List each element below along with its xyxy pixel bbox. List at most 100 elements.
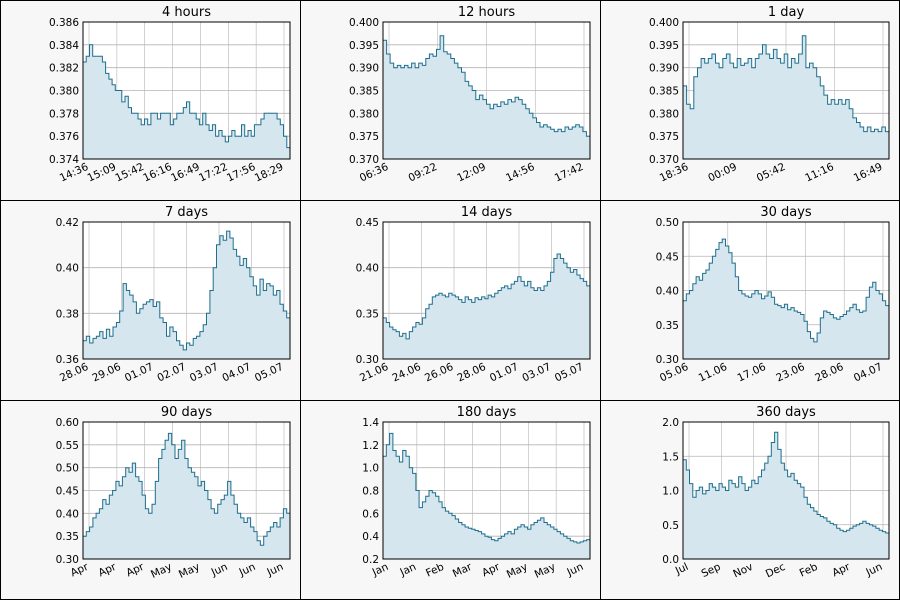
series-area <box>83 433 290 559</box>
x-tick-label: 02.07 <box>155 361 187 385</box>
x-tick-label: Apr <box>97 561 119 580</box>
y-tick-label: 0.30 <box>356 354 379 366</box>
y-tick-label: 0.45 <box>656 251 679 263</box>
y-tick-label: 0.40 <box>356 263 379 275</box>
y-tick-label: 0.385 <box>349 86 379 98</box>
chart-svg: 4 hours 0.386 0.384 0.382 0.380 0.378 0.376 0.3… <box>49 5 291 185</box>
x-tick-label: 04.07 <box>220 361 252 385</box>
series-area <box>383 254 590 359</box>
y-tick-label: 0.380 <box>649 108 679 120</box>
series-line <box>683 431 890 534</box>
x-tick-label: May <box>505 561 530 581</box>
x-tick-label: Feb <box>424 561 446 580</box>
y-tick-label: 0.4 <box>362 531 379 543</box>
chart-title: 1 day <box>768 5 805 20</box>
series-line <box>383 432 591 544</box>
y-tick-label: 0.376 <box>49 131 79 143</box>
x-tick-label: Feb <box>798 561 820 580</box>
x-tick-label: Jun <box>564 561 585 579</box>
y-tick-label: 0.395 <box>349 40 379 52</box>
x-tick-label: 17:42 <box>553 161 586 185</box>
y-tick-label: 1.5 <box>662 451 679 463</box>
y-tick-label: 0.375 <box>349 131 379 143</box>
y-tick-label: 0.5 <box>662 520 679 532</box>
x-tick-label: 18:29 <box>253 161 286 185</box>
series-line <box>83 230 291 351</box>
y-tick-label: 0.6 <box>362 508 379 520</box>
plot-frame <box>82 421 291 560</box>
y-tick-label: 0.380 <box>49 86 79 98</box>
y-tick-label: 1.4 <box>362 417 379 429</box>
x-tick-label: 05:42 <box>755 161 788 185</box>
chart-panel-8: 180 days 1.4 1.2 1.0 0.8 0.6 0.4 0.2 Jan Jan Feb Ma… <box>300 400 601 600</box>
chart-title: 4 hours <box>162 5 211 20</box>
y-tick-label: 0.2 <box>362 554 379 566</box>
series-area <box>683 432 889 559</box>
y-tick-label: 0.40 <box>56 508 79 520</box>
y-tick-label: 1.2 <box>362 440 379 452</box>
y-tick-label: 0.38 <box>56 308 79 320</box>
x-tick-label: Apr <box>830 561 852 580</box>
x-tick-label: 14:56 <box>504 161 537 185</box>
x-tick-label: 05.07 <box>253 361 285 385</box>
x-tick-label: 05.07 <box>553 361 585 385</box>
x-tick-label: 28.06 <box>455 361 488 385</box>
chart-title: 90 days <box>161 405 213 420</box>
y-tick-label: 0.380 <box>349 108 379 120</box>
plot-frame <box>382 21 591 160</box>
x-tick-label: May <box>177 561 202 581</box>
x-tick-label: 11.06 <box>697 361 730 385</box>
x-tick-label: 00:09 <box>706 161 739 185</box>
y-tick-label: 0.370 <box>649 154 679 166</box>
y-tick-label: 0.400 <box>649 17 679 29</box>
chart-title: 7 days <box>165 205 208 220</box>
y-tick-label: 0.40 <box>656 286 679 298</box>
x-tick-label: Nov <box>731 561 755 581</box>
chart-svg: 90 days 0.60 0.55 0.50 0.45 0.40 0.35 0.30 Apr Ap… <box>56 405 291 581</box>
x-tick-label: 03.07 <box>520 361 552 385</box>
x-tick-label: Apr <box>480 561 502 580</box>
y-tick-label: 0.45 <box>56 486 79 498</box>
plot-frame <box>82 221 291 360</box>
series-area <box>683 239 889 359</box>
series-area <box>683 35 889 160</box>
x-tick-label: 09:22 <box>407 161 440 185</box>
y-tick-label: 0.36 <box>56 354 80 366</box>
y-tick-label: 0.378 <box>49 108 79 120</box>
x-tick-label: 11:16 <box>803 161 836 185</box>
x-tick-label: Jun <box>209 561 230 579</box>
y-tick-label: 0.50 <box>656 217 679 229</box>
chart-title: 30 days <box>760 205 812 220</box>
chart-svg: 12 hours 0.400 0.395 0.390 0.385 0.380 0.375 0.… <box>349 5 591 185</box>
y-tick-label: 0.400 <box>349 17 379 29</box>
x-tick-label: Jun <box>264 561 285 579</box>
y-tick-label: 0.386 <box>49 17 79 29</box>
y-tick-label: 0.50 <box>56 463 79 475</box>
y-tick-label: 0.390 <box>349 63 379 75</box>
x-tick-label: Sep <box>700 561 723 580</box>
x-tick-label: 04.07 <box>852 361 884 385</box>
x-tick-label: Dec <box>764 561 788 581</box>
plot-frame <box>682 221 890 360</box>
x-tick-label: 29.06 <box>90 361 123 385</box>
x-tick-label: Jun <box>237 561 258 579</box>
chart-panel-1: 4 hours 0.386 0.384 0.382 0.380 0.378 0.376 0.3… <box>0 0 301 201</box>
x-tick-label: 26.06 <box>423 361 456 385</box>
chart-title: 180 days <box>457 405 517 420</box>
x-tick-label: 24.06 <box>390 361 423 385</box>
chart-panel-6: 30 days 0.50 0.45 0.40 0.35 0.30 05.06 11.06 17.… <box>600 200 900 401</box>
y-tick-label: 0.390 <box>649 63 679 75</box>
x-tick-label: Apr <box>124 561 146 580</box>
y-tick-label: 2.0 <box>662 417 679 429</box>
x-tick-label: 01.07 <box>123 361 155 385</box>
series-line <box>683 238 890 343</box>
chart-panel-9: 360 days 2.0 1.5 1.0 0.5 0.0 Jul Sep Nov Dec Feb Ap… <box>600 400 900 600</box>
chart-panel-4: 7 days 0.42 0.40 0.38 0.36 28.06 29.06 01.07 02.… <box>0 200 301 401</box>
x-tick-label: Jul <box>673 561 690 578</box>
y-tick-label: 1.0 <box>362 463 379 475</box>
y-tick-label: 1.0 <box>662 486 679 498</box>
